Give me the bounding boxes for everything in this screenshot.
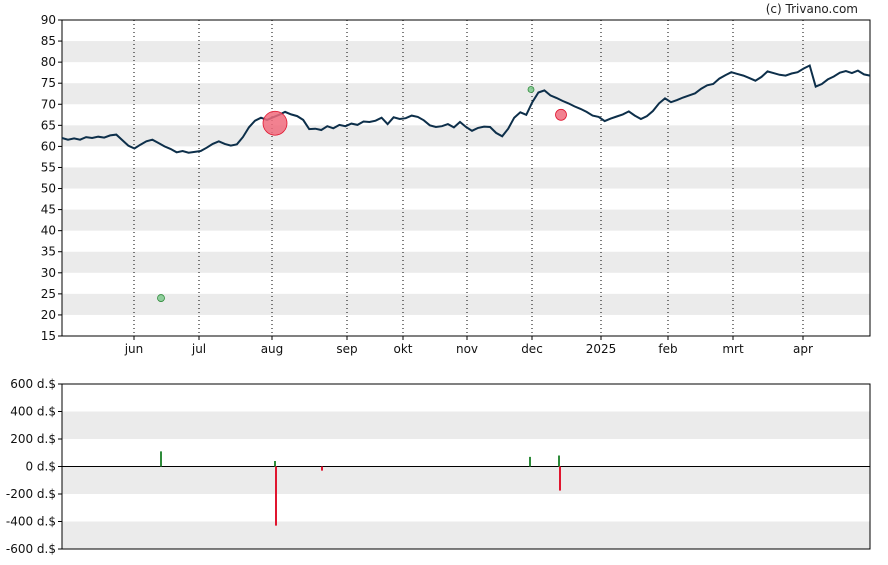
y-tick-label: 45 [41,203,56,217]
y-tick-label: 20 [41,308,56,322]
y-tick-label: 80 [41,55,56,69]
y-tick-label: 200 d.$ [10,432,56,446]
x-tick-label: apr [793,342,813,356]
y-tick-label: -600 d.$ [6,542,56,556]
y-tick-label: 50 [41,182,56,196]
y-tick-label: 55 [41,160,56,174]
y-tick-label: 90 [41,13,56,27]
grid-band [62,293,870,315]
y-tick-label: 85 [41,34,56,48]
grid-band [62,83,870,105]
y-tick-label: 15 [41,329,56,343]
y-tick-label: 25 [41,287,56,301]
sell-marker [555,108,567,121]
copyright-text: (c) Trivano.com [765,2,858,16]
grid-band [62,251,870,273]
y-tick-label: 75 [41,76,56,90]
x-tick-label: nov [456,342,478,356]
grid-band [62,167,870,189]
x-tick-label: aug [261,342,284,356]
y-tick-label: 60 [41,139,56,153]
sell-marker [262,110,288,136]
grid-band [62,209,870,231]
x-tick-label: 2025 [586,342,617,356]
x-tick-label: jun [124,342,144,356]
y-tick-label: 35 [41,245,56,259]
grid-band [62,125,870,147]
y-tick-label: -400 d.$ [6,515,56,529]
volume-panel: 600 d.$ 400 d.$ 200 d.$ 0 d.$ -200 d.$ -400 d… [6,377,871,556]
x-tick-label: mrt [722,342,744,356]
y-tick-label: 70 [41,97,56,111]
buy-marker [157,294,165,302]
grid-band [62,411,870,439]
y-tick-label: 30 [41,266,56,280]
x-tick-label: okt [394,342,413,356]
grid-band [62,41,870,63]
y-tick-label: 40 [41,224,56,238]
y-tick-label: -200 d.$ [6,487,56,501]
x-tick-label: sep [336,342,357,356]
y-tick-label: 400 d.$ [10,405,56,419]
price-line [61,64,871,154]
x-tick-label: jul [191,342,206,356]
y-tick-label: 65 [41,118,56,132]
grid-band [62,466,870,494]
x-tick-label: feb [658,342,677,356]
y-tick-label: 0 d.$ [25,460,56,474]
grid-band [62,521,870,549]
buy-marker [527,86,535,93]
price-frame [61,19,871,337]
y-tick-label: 600 d.$ [10,377,56,391]
x-tick-label: dec [521,342,543,356]
